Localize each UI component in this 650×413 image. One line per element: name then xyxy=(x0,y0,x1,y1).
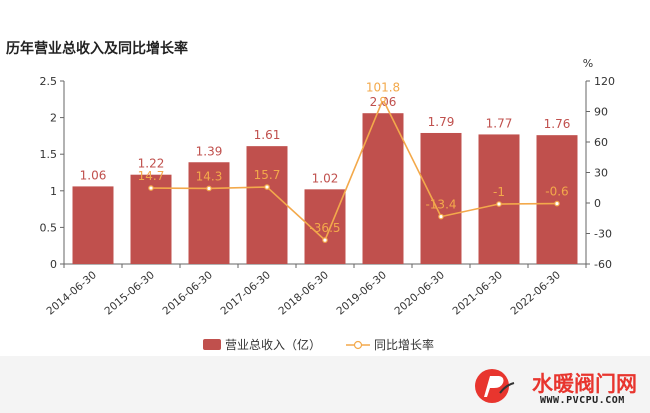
x-tick-label: 2018-06-30 xyxy=(276,269,330,317)
legend-line-marker xyxy=(353,340,363,350)
growth-point xyxy=(264,184,270,190)
x-tick-label: 2015-06-30 xyxy=(102,269,156,317)
growth-point xyxy=(148,185,154,191)
y-right-tick-label: 90 xyxy=(594,106,608,119)
y-left-tick-label: 0 xyxy=(50,258,57,271)
x-tick-label: 2020-06-30 xyxy=(392,269,446,317)
legend-bar-swatch xyxy=(203,339,221,350)
bar xyxy=(246,146,288,264)
bar xyxy=(536,135,578,264)
growth-point xyxy=(322,237,328,243)
watermark-logo: 水暖阀门网 xyxy=(475,369,637,403)
growth-data-label: 14.3 xyxy=(196,169,223,183)
y-left-tick-label: 2.5 xyxy=(40,75,58,88)
growth-data-label: -36.5 xyxy=(309,221,340,235)
x-tick-label: 2021-06-30 xyxy=(450,269,504,317)
bar-data-label: 1.76 xyxy=(544,117,571,131)
bar xyxy=(478,134,520,264)
growth-point xyxy=(206,185,212,192)
y-right-unit: % xyxy=(583,57,593,70)
y-left-tick-label: 0.5 xyxy=(40,221,58,234)
x-tick-label: 2017-06-30 xyxy=(218,269,272,317)
growth-data-label: 15.7 xyxy=(254,168,281,182)
y-right-tick-label: 30 xyxy=(594,167,608,180)
growth-line xyxy=(150,97,558,242)
bar-data-label: 1.77 xyxy=(486,116,513,130)
growth-data-label: -13.4 xyxy=(425,198,456,212)
x-tick-label: 2014-06-30 xyxy=(44,269,98,317)
bar xyxy=(362,113,404,264)
growth-point xyxy=(554,200,560,207)
bar-data-label: 1.61 xyxy=(254,128,281,142)
bar-data-label: 1.22 xyxy=(138,157,165,171)
x-tick-label: 2022-06-30 xyxy=(508,269,562,317)
bar-data-label: 1.06 xyxy=(80,168,107,182)
growth-point xyxy=(438,213,444,220)
y-right-tick-label: -60 xyxy=(594,258,612,271)
bar xyxy=(72,186,114,264)
growth-data-label: -0.6 xyxy=(545,185,568,199)
y-left-tick-label: 1.5 xyxy=(40,148,58,161)
y-right-tick-label: -30 xyxy=(594,228,612,241)
y-right-tick-label: 0 xyxy=(594,197,601,210)
x-tick-label: 2016-06-30 xyxy=(160,269,214,317)
bar-data-label: 1.79 xyxy=(428,115,455,129)
legend-line-label: 同比增长率 xyxy=(374,337,434,352)
legend-bar-label: 营业总收入（亿） xyxy=(225,337,321,352)
watermark-url: WWW.PVCPU.COM xyxy=(540,395,625,406)
bar-data-label: 1.39 xyxy=(196,144,223,158)
bar xyxy=(188,162,230,264)
y-right-tick-label: 60 xyxy=(594,136,608,149)
y-left-tick-label: 1 xyxy=(50,185,57,198)
y-right-tick-label: 120 xyxy=(594,75,615,88)
growth-data-label: -1 xyxy=(493,185,505,199)
bar xyxy=(420,132,462,264)
growth-point xyxy=(380,96,386,103)
growth-data-label: 14.7 xyxy=(138,169,165,183)
bar-data-label: 1.02 xyxy=(312,171,339,185)
growth-point xyxy=(496,201,502,207)
chart-title: 历年营业总收入及同比增长率 xyxy=(6,41,188,57)
watermark-brand: 水暖阀门网 xyxy=(532,372,637,396)
x-tick-label: 2019-06-30 xyxy=(334,269,388,317)
chart-panel: 历年营业总收入及同比增长率 0 0.5 1 1.5 2 2.5 -60 -30 0 30 60 90 1… xyxy=(0,0,650,356)
growth-data-label: 101.8 xyxy=(366,81,400,95)
y-left-tick-label: 2 xyxy=(50,112,57,125)
